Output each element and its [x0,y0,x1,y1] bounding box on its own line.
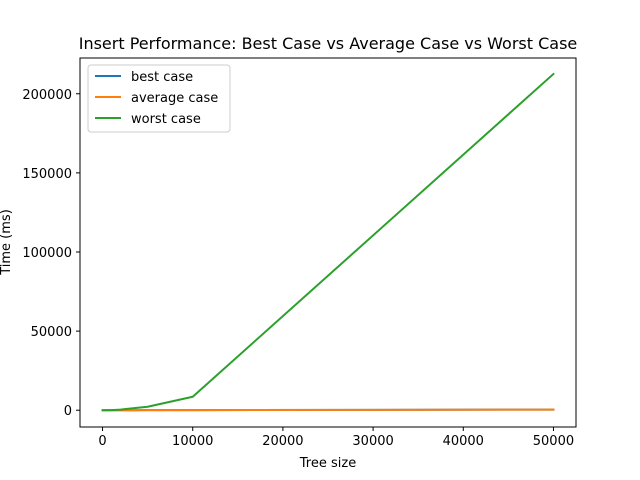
x-tick-label: 50000 [533,434,574,449]
y-tick-label: 150000 [22,167,72,182]
series-line-worst-case [101,72,555,412]
y-axis-title: Time (ms) [0,209,14,276]
legend-label: best case [131,70,193,85]
x-tick-label: 0 [98,434,106,449]
legend-label: worst case [131,112,201,127]
legend-frame [87,64,231,133]
y-tick-label: 50000 [31,325,72,340]
x-tick-label: 20000 [262,434,303,449]
y-tick-label: 100000 [22,246,72,261]
chart-title: Insert Performance: Best Case vs Average… [79,34,578,53]
series-layer [101,72,555,412]
y-tick-label: 0 [64,404,72,419]
y-tick-label: 200000 [22,88,72,103]
x-tick-label: 30000 [352,434,393,449]
x-tick-label: 10000 [172,434,213,449]
axes-frame [79,57,577,428]
legend-label: average case [131,91,218,106]
series-line-average-case [101,408,555,412]
x-tick-label: 40000 [443,434,484,449]
legend: best case average case worst case [87,64,231,133]
axes-layer: 0 10000 20000 30000 40000 50000 0 50000 100000 15… [22,57,577,449]
x-axis-title: Tree size [299,456,356,471]
